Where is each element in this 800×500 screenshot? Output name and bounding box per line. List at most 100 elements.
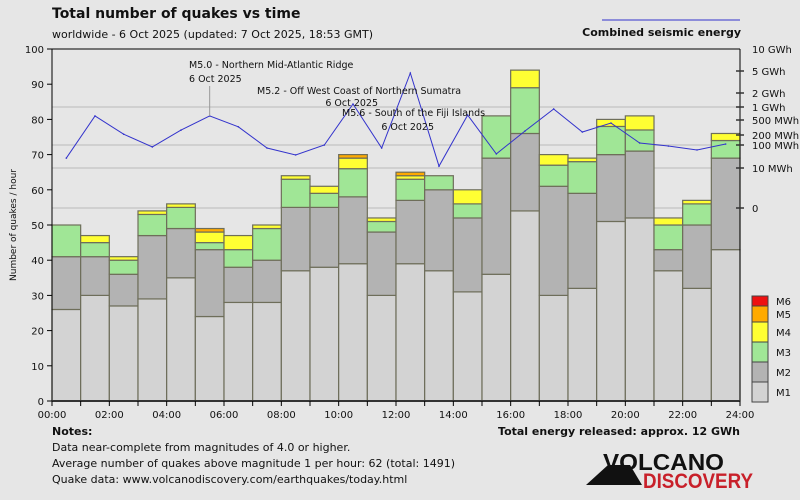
bar-m3-segment: [366, 220, 397, 233]
bar-m1-segment: [596, 220, 626, 402]
energy-point: [65, 157, 68, 159]
bar-m2-segment: [137, 234, 168, 300]
bar-stack-5: [194, 227, 225, 402]
bar-m2-segment: [624, 150, 655, 219]
bar-m2-segment: [108, 273, 139, 307]
bar-stack-20: [624, 115, 655, 402]
y-tick-label: 80: [31, 115, 44, 126]
bar-m5-segment: [194, 227, 225, 233]
bar-m1-segment: [194, 315, 225, 402]
energy-point: [438, 165, 440, 167]
bar-m4-segment: [280, 175, 311, 180]
x-tick-label: 24:00: [726, 410, 755, 421]
bar-stack-0: [51, 224, 82, 402]
x-tick-label: 18:00: [554, 410, 583, 421]
bar-m3-segment: [395, 178, 426, 201]
legend-swatch: [751, 305, 769, 323]
annotation-0: M5.0 - Northern Mid-Atlantic Ridge 6 Oct …: [189, 60, 353, 116]
bar-m3-segment: [481, 115, 512, 159]
bar-m2-segment: [538, 185, 569, 297]
legend-label: M4: [776, 328, 791, 339]
bar-stack-17: [538, 154, 569, 402]
volcanodiscovery-logo: VOLCANO DISCOVERY: [586, 449, 753, 493]
x-tick-label: 04:00: [152, 410, 181, 421]
x-tick-label: 08:00: [267, 410, 296, 421]
bar-m2-segment: [481, 157, 512, 275]
y-tick-label: 100: [25, 45, 44, 56]
bar-m3-segment: [252, 227, 282, 261]
bar-m2-segment: [338, 196, 368, 265]
energy-point: [352, 103, 354, 105]
y-tick-label: 40: [31, 256, 44, 267]
legend-label: M6: [776, 297, 791, 308]
bar-stack-6: [223, 234, 254, 402]
bar-m1-segment: [538, 294, 569, 402]
energy-point: [696, 149, 698, 151]
energy-tick-label: 2 GWh: [752, 89, 786, 100]
y-tick-label: 90: [31, 80, 44, 91]
bar-m4-segment: [223, 234, 254, 251]
annotation-2: M5.6 - South of the Fiji Islands 6 Oct 20…: [342, 108, 485, 133]
bar-m1-segment: [452, 291, 483, 402]
bar-m1-segment: [137, 298, 168, 402]
energy-point: [380, 147, 383, 149]
bar-m1-segment: [80, 294, 110, 402]
bar-m1-segment: [424, 270, 454, 402]
bar-stack-18: [567, 157, 598, 402]
bar-m4-segment: [538, 154, 569, 166]
bar-m4-segment: [80, 234, 110, 244]
x-tick-label: 02:00: [95, 410, 124, 421]
energy-tick-label: 200 MWh: [752, 131, 799, 142]
bar-m4-segment: [166, 203, 196, 209]
energy-point: [237, 126, 240, 128]
y-tick-label: 60: [31, 186, 44, 197]
notes-line-1: Data near-complete from magnitudes of 4.…: [52, 441, 350, 454]
legend-label: M1: [776, 388, 791, 399]
bar-m4-segment: [252, 224, 282, 230]
legend-swatch: [751, 321, 769, 343]
bar-m4-segment: [366, 217, 397, 223]
energy-tick-label: 10 MWh: [752, 164, 793, 175]
notes-line-2: Average number of quakes above magnitude…: [52, 457, 455, 470]
x-tick-label: 12:00: [382, 410, 411, 421]
bar-m1-segment: [252, 301, 282, 402]
energy-point: [495, 153, 498, 155]
legend-item-m4: M4: [751, 321, 791, 343]
energy-tick-label: 5 GWh: [752, 67, 786, 78]
bar-m3-segment: [51, 224, 82, 258]
annotation-title: M5.2 - Off West Coast of Northern Sumatr…: [257, 86, 461, 97]
y-tick-label: 30: [31, 291, 44, 302]
bar-m2-segment: [567, 192, 598, 289]
bar-m2-segment: [309, 206, 340, 268]
bar-stack-8: [280, 175, 311, 402]
bar-m1-segment: [481, 273, 512, 402]
y-tick-label: 0: [38, 397, 44, 408]
bar-m3-segment: [338, 168, 368, 198]
bar-m2-segment: [653, 249, 684, 272]
legend-label: M2: [776, 368, 791, 379]
legend-swatch: [751, 381, 769, 403]
bar-m2-segment: [194, 249, 225, 318]
bar-m1-segment: [280, 270, 311, 402]
annotation-title: M5.6 - South of the Fiji Islands: [342, 108, 485, 119]
bar-m4-segment: [510, 69, 540, 89]
bar-m2-segment: [80, 256, 110, 296]
legend-label: M5: [776, 310, 791, 321]
bar-m4-segment: [108, 256, 139, 261]
energy-point: [552, 108, 555, 110]
bar-m2-segment: [452, 217, 483, 293]
bar-m4-segment: [452, 189, 483, 205]
x-tick-label: 16:00: [496, 410, 525, 421]
y-axis-label: Number of quakes / hour: [9, 169, 19, 281]
bar-stack-11: [366, 217, 397, 402]
bar-m3-segment: [309, 192, 340, 209]
bar-m1-segment: [223, 301, 254, 402]
y-tick-label: 50: [31, 221, 44, 232]
annotation-date: 6 Oct 2025: [189, 74, 242, 85]
notes-line-3[interactable]: Quake data: www.volcanodiscovery.com/ear…: [52, 473, 407, 486]
bar-stack-3: [137, 210, 168, 402]
bar-m3-segment: [510, 87, 540, 135]
bar-m1-segment: [366, 294, 397, 402]
x-tick-label: 22:00: [668, 410, 697, 421]
